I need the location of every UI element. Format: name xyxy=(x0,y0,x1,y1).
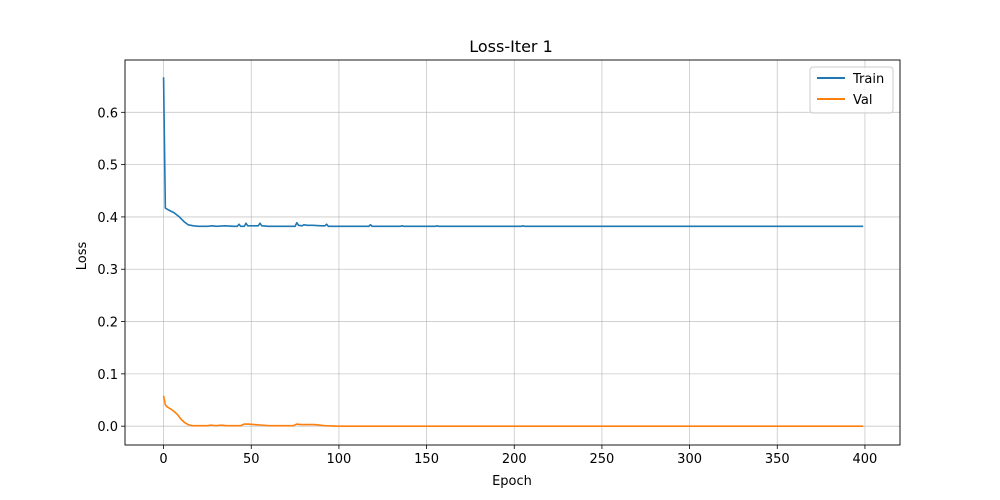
y-tick-label: 0.2 xyxy=(97,316,118,331)
x-tick-label: 100 xyxy=(326,452,351,467)
x-tick-label: 150 xyxy=(414,452,439,467)
legend: Train Val xyxy=(809,66,894,114)
x-tick-label: 400 xyxy=(853,452,878,467)
x-tick-label: 50 xyxy=(243,452,260,467)
series-line-val xyxy=(162,395,864,427)
x-tick-label: 300 xyxy=(677,452,702,467)
x-tick-label: 250 xyxy=(590,452,615,467)
series-line-train xyxy=(162,77,864,228)
series-lines xyxy=(162,77,864,427)
y-tick-label: 0.5 xyxy=(97,159,118,174)
plot-area-frame xyxy=(124,59,901,446)
legend-label-val: Val xyxy=(853,93,872,108)
y-tick-label: 0.4 xyxy=(97,211,118,226)
x-tick-label: 0 xyxy=(159,452,167,467)
y-tick-label: 0.0 xyxy=(97,420,118,435)
x-axis-label: Epoch xyxy=(492,474,532,489)
y-axis-label: Loss xyxy=(75,242,90,271)
tick-marks xyxy=(121,111,866,449)
y-tick-label: 0.1 xyxy=(97,368,118,383)
chart-title: Loss-Iter 1 xyxy=(469,37,553,56)
y-tick-labels: 0.0 0.1 0.2 0.3 0.4 0.5 0.6 xyxy=(97,106,118,435)
y-tick-label: 0.3 xyxy=(97,263,118,278)
y-tick-label: 0.6 xyxy=(97,106,118,121)
x-tick-label: 350 xyxy=(765,452,790,467)
legend-label-train: Train xyxy=(852,72,884,87)
x-tick-labels: 0 50 100 150 200 250 300 350 400 xyxy=(159,452,877,467)
x-tick-label: 200 xyxy=(502,452,527,467)
